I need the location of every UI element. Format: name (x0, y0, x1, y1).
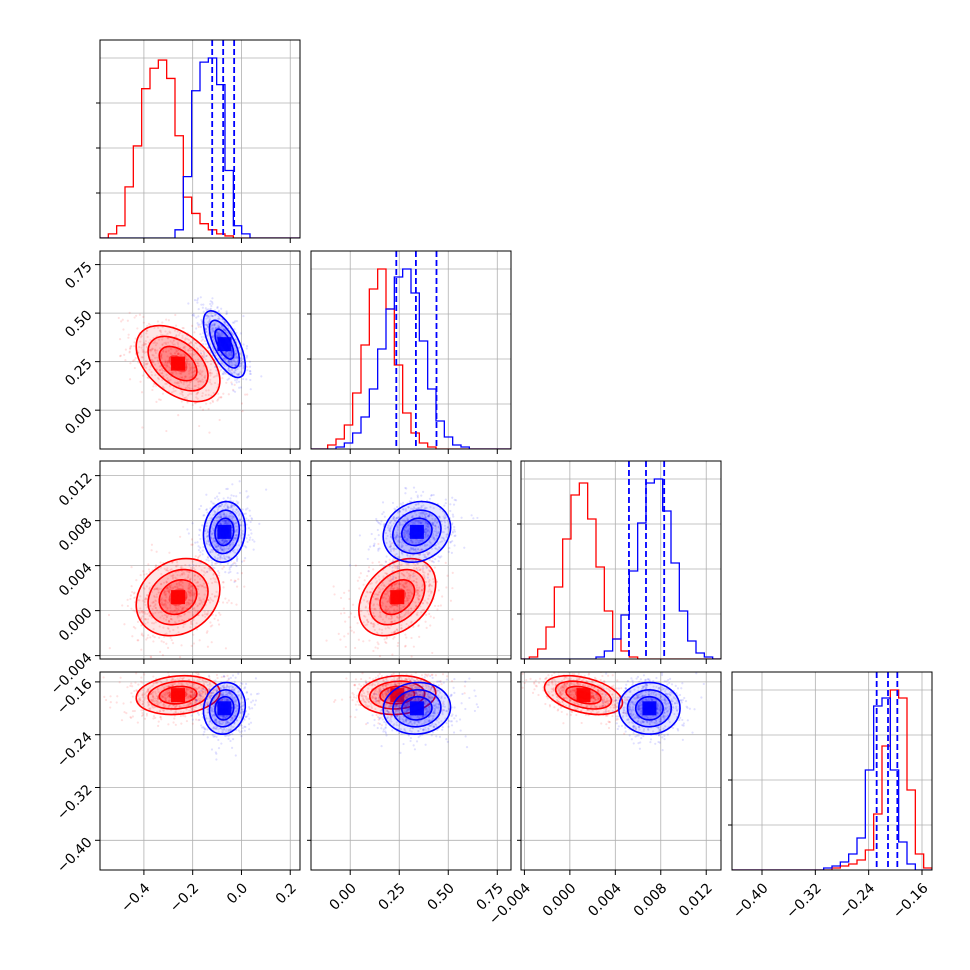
panel-frame (310, 671, 512, 871)
histogram-red (311, 268, 511, 449)
contour-line-1 (208, 319, 241, 369)
panel-3-2: −0.004 0.000 0.004 0.008 0.012 (486, 671, 722, 928)
panel-body (311, 672, 511, 870)
contour-line-1 (208, 689, 241, 728)
panel-frame (520, 460, 722, 660)
panel-frame (99, 250, 301, 450)
panel-body (311, 461, 511, 659)
panel-frame (310, 250, 512, 450)
contour-line-0 (358, 557, 437, 637)
contour-line-1 (626, 689, 673, 728)
density-peak-red (390, 590, 405, 605)
density-peak-red (576, 688, 591, 703)
contour-line-0 (202, 500, 247, 563)
panel-frame (310, 460, 512, 660)
scatter-red (117, 311, 249, 434)
density-peak-red (171, 356, 186, 371)
contour-line-2 (214, 517, 235, 547)
panel-body (100, 251, 300, 449)
panel-frame (99, 671, 301, 871)
panel-body (311, 251, 511, 449)
panel-body (521, 461, 721, 659)
histogram-blue (732, 697, 932, 870)
contour-line-1 (208, 509, 241, 555)
panel-body (100, 40, 300, 238)
contour-line-1 (554, 680, 613, 710)
panel-body (100, 672, 300, 870)
density-peak-blue (217, 337, 232, 352)
contour-line-2 (214, 695, 235, 721)
density-peak-red (171, 590, 186, 605)
contour-line-2 (379, 685, 416, 705)
panel-1-1 (307, 250, 512, 454)
contour-line-1 (147, 680, 209, 710)
panel-frame (99, 460, 301, 660)
panel-2-2 (517, 460, 722, 664)
contour-line-0 (382, 681, 452, 735)
contour-line-0 (382, 500, 452, 563)
contour-line-1 (369, 568, 426, 626)
contour-line-0 (202, 310, 247, 379)
panel-frame (99, 39, 301, 239)
contour-line-1 (369, 680, 426, 710)
contour-line-0 (358, 674, 437, 716)
histogram-red (732, 689, 932, 870)
contour-line-2 (565, 685, 602, 705)
contour-line-2 (158, 685, 198, 705)
contour-line-0 (617, 681, 681, 735)
histogram-blue (100, 57, 300, 238)
panel-frame (731, 671, 933, 871)
contour-line-0 (202, 681, 247, 735)
contour-line-2 (158, 578, 198, 616)
contour-line-1 (147, 335, 209, 392)
contour-line-1 (392, 509, 442, 555)
panel-body (100, 461, 300, 659)
density-peak-blue (409, 701, 424, 716)
contour-line-1 (392, 689, 442, 728)
panel-frame (520, 671, 722, 871)
density-peak-blue (642, 701, 657, 716)
density-peak-blue (409, 524, 424, 539)
density-peak-red (171, 688, 186, 703)
contour-line-0 (543, 674, 624, 716)
panel-2-1 (307, 460, 512, 664)
contour-line-0 (135, 324, 221, 403)
contour-line-2 (634, 695, 664, 721)
contour-line-2 (158, 345, 198, 382)
histogram-blue (521, 478, 721, 659)
histogram-blue (311, 268, 511, 449)
panel-body (521, 672, 721, 870)
density-peak-blue (217, 701, 232, 716)
contour-line-2 (400, 517, 433, 547)
contour-line-2 (379, 578, 416, 616)
contour-line-2 (400, 695, 433, 721)
contour-line-1 (147, 568, 209, 626)
density-peak-blue (217, 524, 232, 539)
contour-line-0 (135, 557, 221, 637)
density-peak-red (390, 688, 405, 703)
panel-body (732, 672, 932, 870)
histogram-red (521, 482, 721, 659)
panel-0-0 (96, 39, 301, 243)
